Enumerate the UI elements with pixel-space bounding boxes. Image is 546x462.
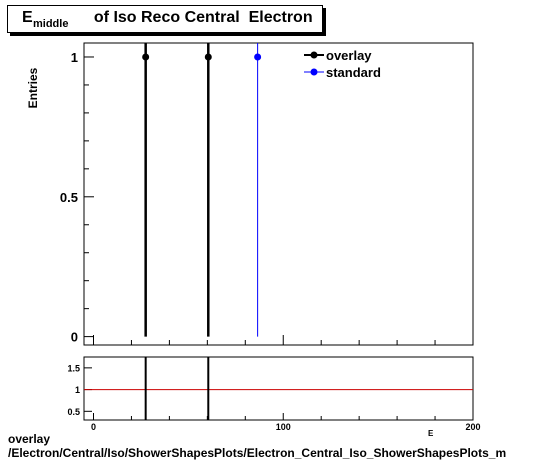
ratio-x-tick-label: 100: [276, 422, 291, 432]
legend-marker-standard: [310, 68, 318, 76]
ratio-y-tick-label: 1.5: [67, 363, 80, 373]
x-axis-label: E: [428, 429, 434, 438]
footer-path: /Electron/Central/Iso/ShowerShapesPlots/…: [8, 446, 507, 460]
title-subscript: middle: [33, 18, 69, 30]
main-plot-frame: [83, 42, 474, 346]
y-tick-label: 0.5: [60, 190, 78, 205]
ratio-x-tick-label: 200: [465, 422, 480, 432]
y-tick-label: 1: [71, 50, 78, 65]
footer-label: overlay: [8, 432, 51, 446]
title-rest: of Iso Reco Central Electron: [85, 9, 313, 26]
standard-point: [254, 53, 262, 61]
title-box: E middle of Iso Reco Central Electron: [7, 5, 323, 33]
y-axis-label: Entries: [26, 67, 40, 108]
legend-label-standard: standard: [326, 65, 381, 80]
overlay-point: [142, 53, 150, 61]
ratio-y-tick-label: 0.5: [67, 407, 80, 417]
legend-marker-overlay: [310, 51, 318, 59]
title-main: E: [22, 9, 33, 26]
ratio-x-tick-label: 0: [91, 422, 96, 432]
ratio-plot-frame: [83, 356, 474, 421]
overlay-point: [204, 53, 212, 61]
legend-label-overlay: overlay: [326, 48, 372, 63]
y-tick-label: 0: [71, 330, 78, 345]
ratio-y-tick-label: 1: [75, 385, 80, 395]
